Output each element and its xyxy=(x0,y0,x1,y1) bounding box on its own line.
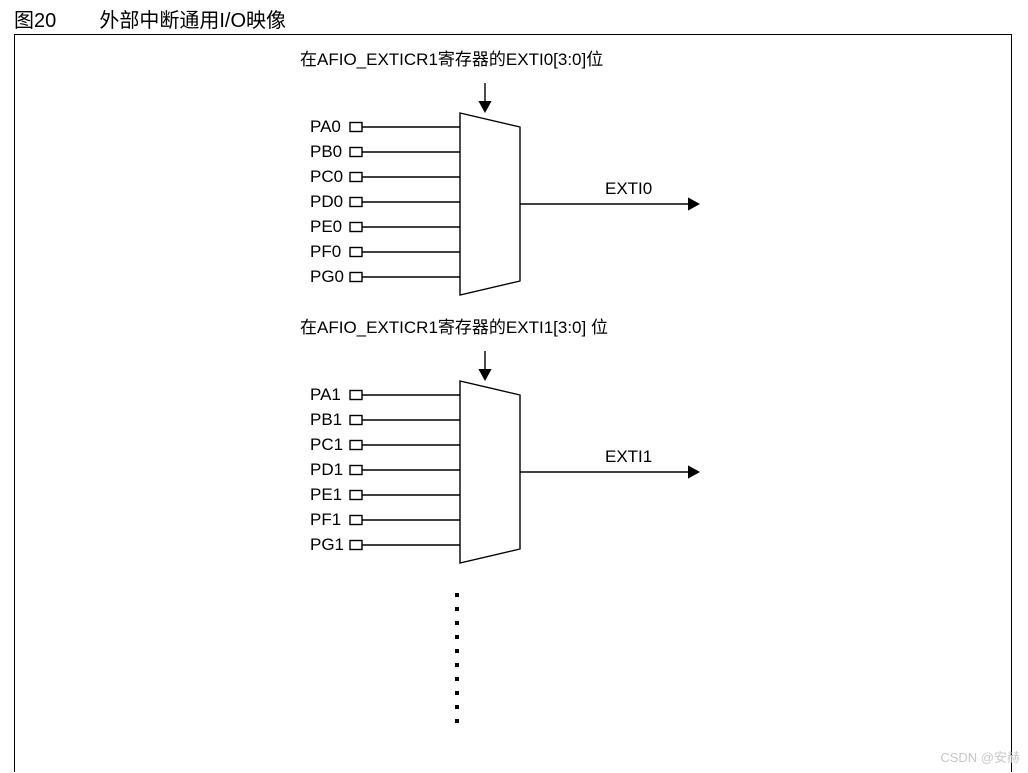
pin-box-icon xyxy=(350,248,362,257)
diagram-frame: 在AFIO_EXTICR1寄存器的EXTI0[3:0]位 PA0 PB0 PC0 PD0… xyxy=(14,34,1012,772)
mux-input-label: PF1 xyxy=(310,510,341,529)
ellipsis-dot-icon xyxy=(455,649,459,653)
mux-input-label: PB1 xyxy=(310,410,342,429)
figure-title: 外部中断通用I/O映像 xyxy=(99,10,286,32)
pin-box-icon xyxy=(350,173,362,182)
mux-input-label: PC1 xyxy=(310,435,343,454)
mux-input-label: PC0 xyxy=(310,167,343,186)
pin-box-icon xyxy=(350,516,362,525)
ellipsis-dot-icon xyxy=(455,705,459,709)
mux-shape xyxy=(460,113,520,295)
ellipsis-dot-icon xyxy=(455,719,459,723)
mux-input-label: PE1 xyxy=(310,485,342,504)
pin-box-icon xyxy=(350,273,362,282)
ellipsis-dot-icon xyxy=(455,593,459,597)
mux-input-label: PA1 xyxy=(310,385,341,404)
pin-box-icon xyxy=(350,123,362,132)
pin-box-icon xyxy=(350,491,362,500)
mux-input-label: PA0 xyxy=(310,117,341,136)
ellipsis-dot-icon xyxy=(455,691,459,695)
mux-select-label: 在AFIO_EXTICR1寄存器的EXTI1[3:0] 位 xyxy=(300,318,608,337)
mux-input-label: PG1 xyxy=(310,535,344,554)
ellipsis-dot-icon xyxy=(455,663,459,667)
ellipsis-dot-icon xyxy=(455,607,459,611)
pin-box-icon xyxy=(350,466,362,475)
diagram-svg: 在AFIO_EXTICR1寄存器的EXTI0[3:0]位 PA0 PB0 PC0 PD0… xyxy=(15,35,1013,773)
mux-output-label: EXTI0 xyxy=(605,179,652,198)
pin-box-icon xyxy=(350,391,362,400)
mux-input-label: PF0 xyxy=(310,242,341,261)
ellipsis-dot-icon xyxy=(455,621,459,625)
ellipsis-dot-icon xyxy=(455,635,459,639)
pin-box-icon xyxy=(350,541,362,550)
mux-input-label: PE0 xyxy=(310,217,342,236)
mux-input-label: PB0 xyxy=(310,142,342,161)
pin-box-icon xyxy=(350,148,362,157)
mux-input-label: PD0 xyxy=(310,192,343,211)
figure-title-row: 图20 外部中断通用I/O映像 xyxy=(14,4,286,33)
mux-input-label: PD1 xyxy=(310,460,343,479)
pin-box-icon xyxy=(350,416,362,425)
mux-shape xyxy=(460,381,520,563)
watermark: CSDN @安赫 xyxy=(940,747,1020,766)
figure-number: 图20 xyxy=(14,10,56,32)
mux-select-label: 在AFIO_EXTICR1寄存器的EXTI0[3:0]位 xyxy=(300,50,603,69)
pin-box-icon xyxy=(350,441,362,450)
pin-box-icon xyxy=(350,223,362,232)
ellipsis-dot-icon xyxy=(455,677,459,681)
mux-input-label: PG0 xyxy=(310,267,344,286)
pin-box-icon xyxy=(350,198,362,207)
mux-output-label: EXTI1 xyxy=(605,447,652,466)
